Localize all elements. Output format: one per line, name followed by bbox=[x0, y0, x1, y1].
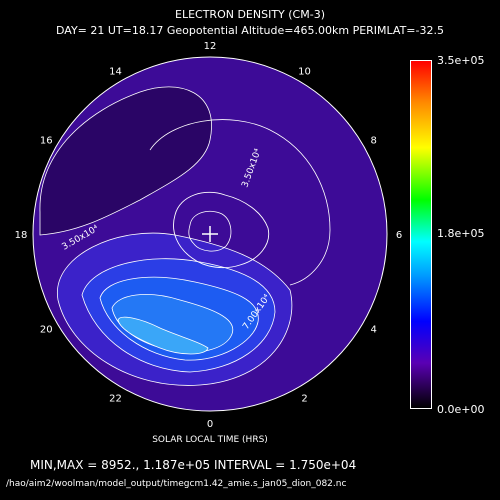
hour-tick-label: 18 bbox=[15, 230, 28, 241]
stats-readout: MIN,MAX = 8952., 1.187e+05 INTERVAL = 1.… bbox=[30, 458, 357, 472]
chart-subtitle: DAY= 21 UT=18.17 Geopotential Altitude=4… bbox=[56, 24, 444, 37]
colorbar-mid-label: 1.8e+05 bbox=[437, 227, 485, 240]
hour-tick-label: 4 bbox=[371, 325, 377, 336]
inner-contour bbox=[188, 210, 232, 252]
hour-tick-label: 8 bbox=[371, 136, 377, 147]
hour-tick-label: 2 bbox=[301, 394, 307, 405]
hour-tick-label: 22 bbox=[109, 394, 122, 405]
chart-title: ELECTRON DENSITY (CM-3) bbox=[175, 8, 325, 21]
hour-tick-label: 0 bbox=[207, 419, 213, 430]
file-path: /hao/aim2/woolman/model_output/timegcm1.… bbox=[6, 479, 347, 489]
outer-contour bbox=[149, 119, 331, 286]
hour-tick-label: 6 bbox=[396, 230, 402, 241]
x-axis-label: SOLAR LOCAL TIME (HRS) bbox=[152, 435, 268, 445]
low-density-region bbox=[39, 86, 212, 236]
coastline bbox=[173, 191, 270, 269]
hour-tick-label: 20 bbox=[40, 325, 53, 336]
pole-marker bbox=[202, 226, 218, 242]
hour-tick-label: 10 bbox=[298, 66, 311, 77]
colorbar bbox=[410, 60, 432, 409]
hour-tick-label: 14 bbox=[109, 66, 122, 77]
colorbar-min-label: 0.0e+00 bbox=[437, 403, 485, 416]
colorbar-max-label: 3.5e+05 bbox=[437, 54, 485, 67]
peak-contour bbox=[117, 316, 209, 355]
hour-tick-label: 16 bbox=[40, 136, 53, 147]
hour-tick-label: 12 bbox=[204, 41, 217, 52]
density-field bbox=[39, 86, 331, 386]
